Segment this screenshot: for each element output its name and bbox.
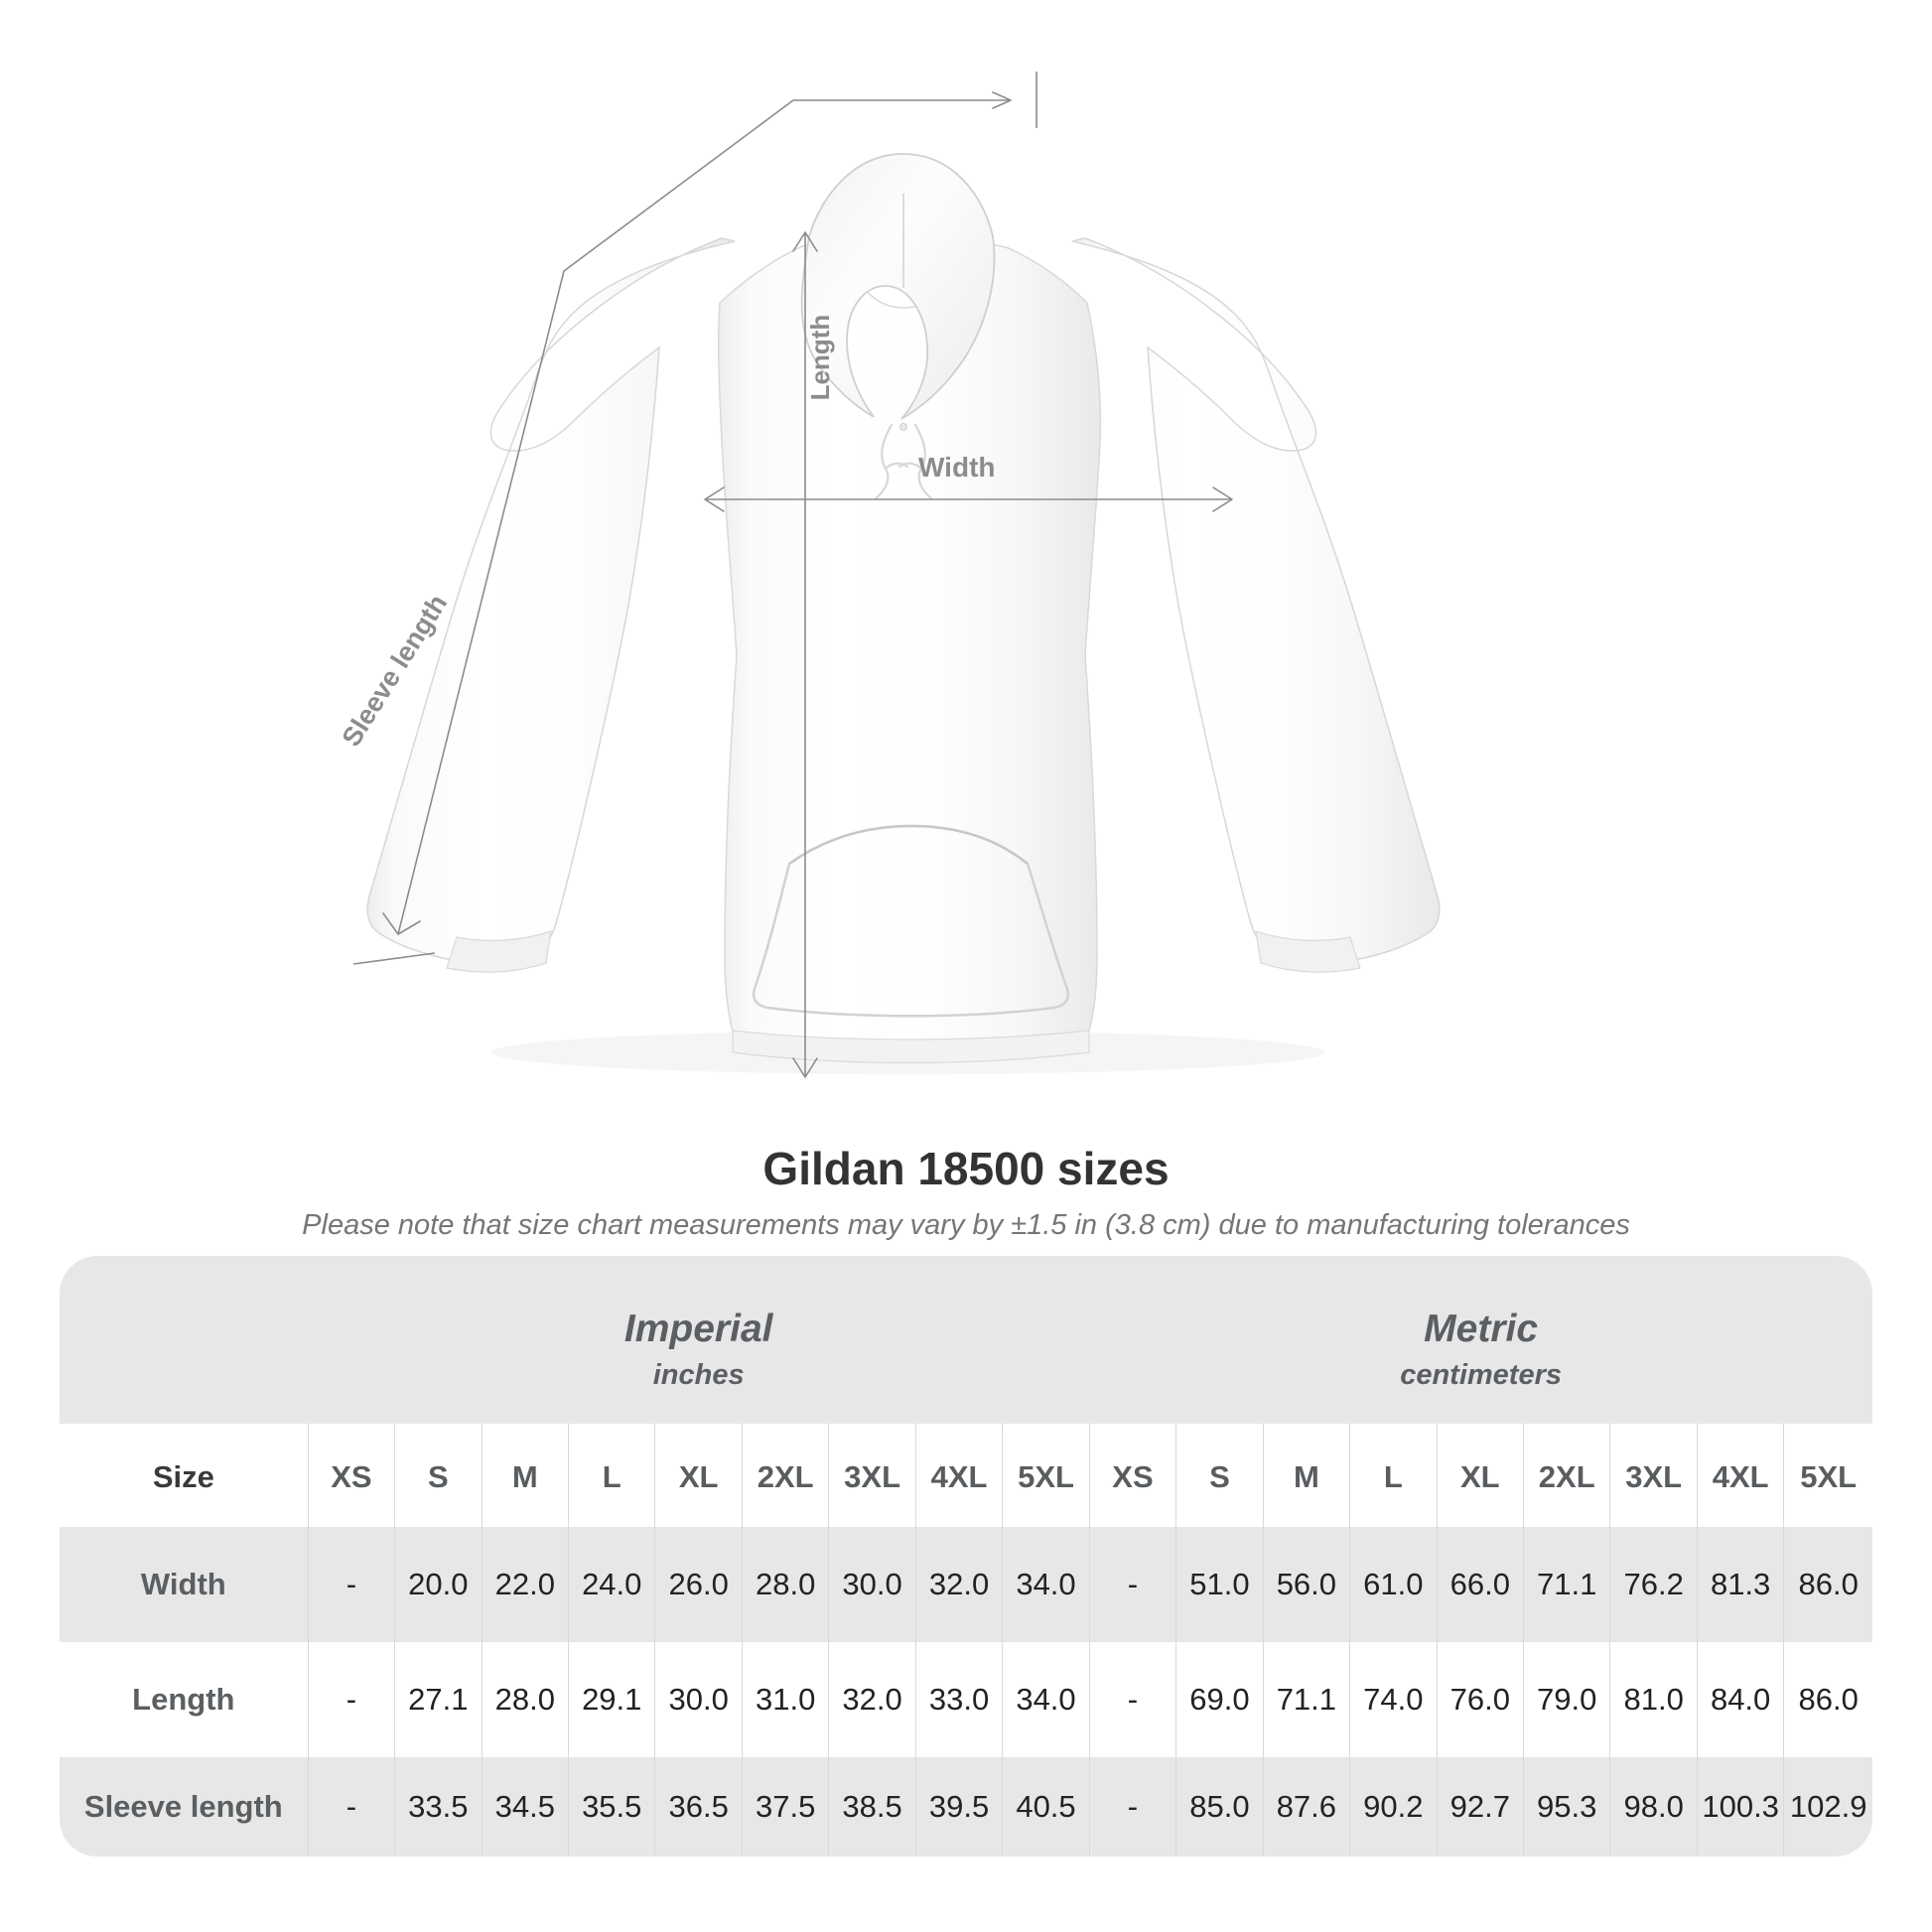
svg-text:Length: Length — [805, 315, 835, 401]
svg-text:Width: Width — [918, 452, 996, 483]
